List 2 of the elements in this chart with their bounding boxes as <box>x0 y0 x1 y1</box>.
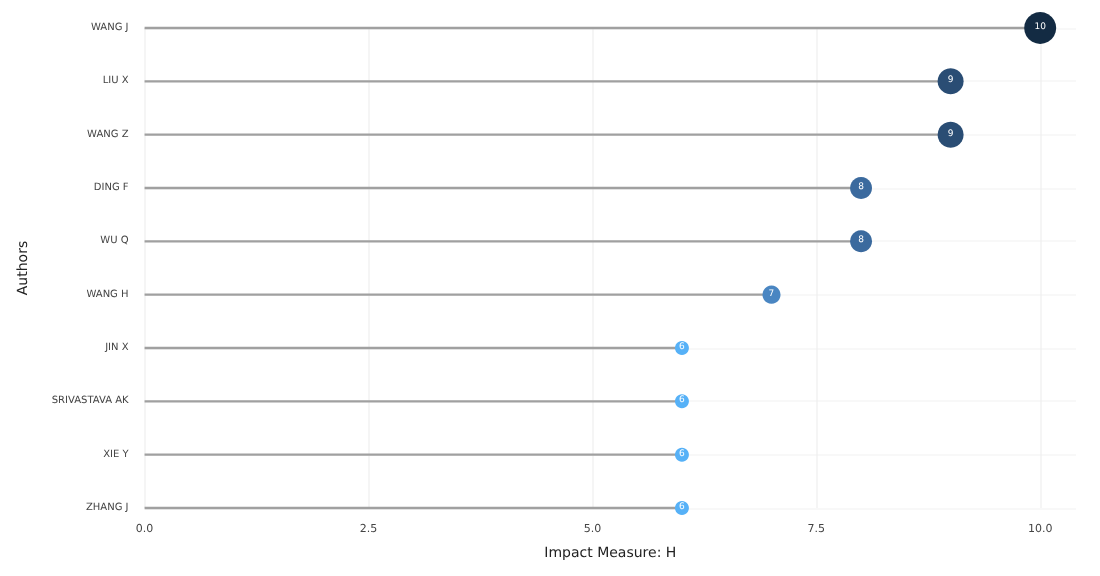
point <box>850 230 873 253</box>
point <box>850 177 873 199</box>
